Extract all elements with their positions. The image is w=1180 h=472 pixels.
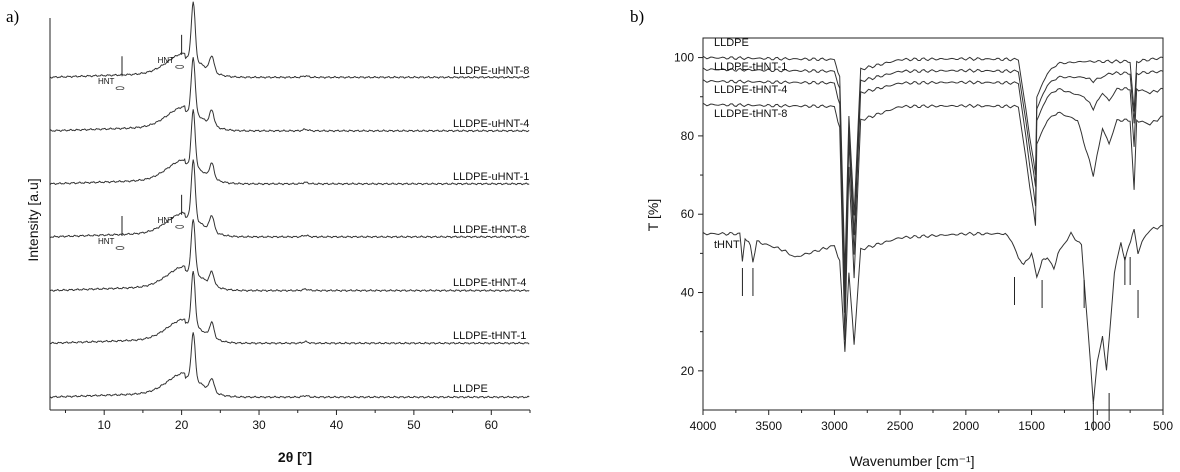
xrd-series-label: LLDPE-uHNT-1	[453, 171, 529, 183]
ftir-x-tick-label: 1000	[1084, 419, 1111, 433]
ftir-x-tick-label: 500	[1153, 419, 1173, 433]
chart-xrd: a) LLDPE-uHNT-8LLDPE-uHNT-4LLDPE-uHNT-1L…	[6, 1, 531, 465]
ftir-axes: 4000 3500 3000 2500 2000 1500 1000 500 20 40 60 80 1…	[674, 37, 1173, 433]
hnt-annotation: HNT	[158, 216, 175, 225]
xrd-y-axis-title: Intensity [a.u]	[25, 178, 41, 261]
ftir-series-line	[702, 79, 1164, 313]
xrd-series-line	[49, 1, 530, 79]
xrd-series-label: LLDPE-tHNT-8	[453, 224, 526, 236]
ftir-series-labels: LLDPE LLDPE-tHNT-1 LLDPE-tHNT-4 LLDPE-tHNT-…	[714, 37, 787, 251]
hnt-arrow-icon	[115, 246, 125, 250]
xrd-x-axis-title: 2θ [°]	[278, 449, 312, 465]
ftir-x-tick-label: 3500	[755, 419, 782, 433]
xrd-series-labels: LLDPE-uHNT-8 LLDPE-uHNT-4 LLDPE-uHNT-1 LLDP…	[453, 65, 529, 395]
ftir-y-tick-label: 20	[681, 364, 695, 378]
xrd-x-tick-label: 50	[407, 418, 421, 432]
xrd-series-label: LLDPE-tHNT-4	[453, 277, 526, 289]
ftir-series-label: tHNT	[714, 239, 740, 251]
xrd-annotations: HNT HNT HNT HNT	[98, 34, 184, 250]
ftir-y-tick-label: 80	[681, 129, 695, 143]
xrd-series-label: LLDPE-tHNT-1	[453, 330, 526, 342]
chart-ftir: b) LLDPE LLDPE-tHNT-1 LLDPE-tHNT-4 LLDPE-tH…	[630, 7, 1173, 469]
ftir-y-tick-label: 40	[681, 286, 695, 300]
ftir-series-label: LLDPE-tHNT-1	[714, 61, 787, 73]
ftir-series-line	[702, 55, 1164, 274]
xrd-series-label: LLDPE-uHNT-4	[453, 118, 529, 130]
ftir-band-markers	[741, 257, 1139, 431]
xrd-x-tick-label: 30	[252, 418, 266, 432]
ftir-series-label: LLDPE	[714, 37, 749, 49]
hnt-arrow-icon	[175, 64, 184, 69]
ftir-x-tick-label: 3000	[821, 419, 848, 433]
xrd-axes: 10 20 30 40 50 60	[49, 18, 531, 432]
ftir-y-tick-label: 60	[681, 207, 695, 221]
xrd-series-line	[49, 159, 530, 239]
xrd-series-line	[49, 270, 530, 345]
panel-label-b: b)	[630, 7, 644, 26]
ftir-series-line	[702, 67, 1164, 294]
xrd-series-line	[49, 332, 530, 399]
ftir-curves	[702, 55, 1164, 404]
ftir-series-label: LLDPE-tHNT-4	[714, 84, 787, 96]
ftir-x-tick-label: 2500	[887, 419, 914, 433]
ftir-x-tick-label: 2000	[953, 419, 980, 433]
hnt-arrow-icon	[115, 86, 125, 91]
ftir-x-tick-label: 4000	[690, 419, 717, 433]
xrd-curves	[49, 1, 530, 399]
ftir-x-axis-title: Wavenumber [cm⁻¹]	[849, 453, 974, 469]
panel-label-a: a)	[6, 7, 19, 26]
ftir-series-label: LLDPE-tHNT-8	[714, 108, 787, 120]
xrd-x-tick-label: 20	[175, 418, 189, 432]
ftir-series-line	[702, 224, 1164, 404]
hnt-annotation: HNT	[98, 237, 115, 246]
xrd-x-tick-label: 40	[330, 418, 344, 432]
xrd-series-line	[49, 57, 530, 133]
hnt-annotation: HNT	[98, 77, 115, 86]
xrd-series-line	[49, 219, 530, 293]
ftir-y-tick-label: 100	[674, 51, 694, 65]
ftir-y-axis-title: T [%]	[645, 199, 661, 231]
hnt-arrow-icon	[175, 224, 184, 229]
xrd-series-label: LLDPE	[453, 383, 488, 395]
ftir-series-line	[702, 102, 1163, 341]
xrd-x-tick-label: 60	[485, 418, 499, 432]
ftir-x-tick-label: 1500	[1018, 419, 1045, 433]
hnt-annotation: HNT	[158, 56, 175, 65]
xrd-x-tick-label: 10	[98, 418, 112, 432]
xrd-series-label: LLDPE-uHNT-8	[453, 65, 529, 77]
xrd-series-line	[49, 109, 530, 186]
